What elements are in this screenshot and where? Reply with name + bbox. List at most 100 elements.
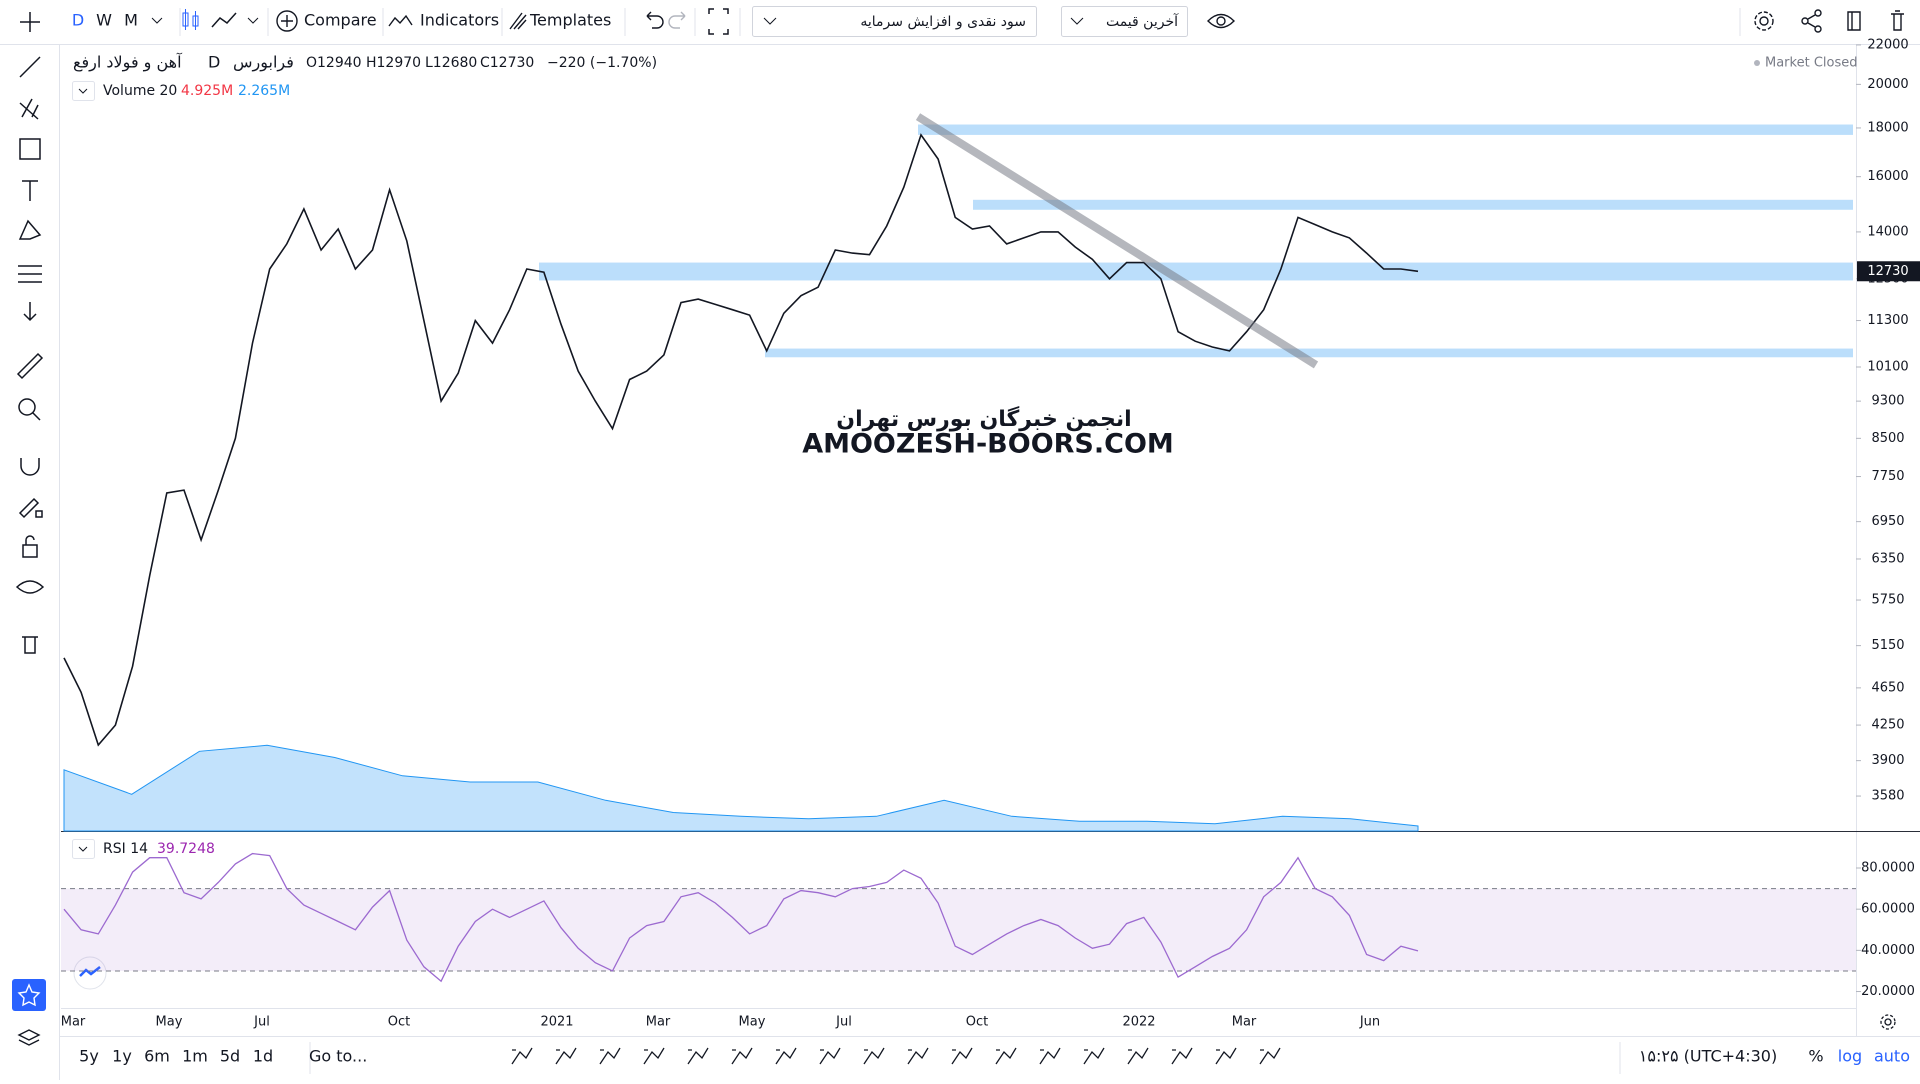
- range-button[interactable]: 5d: [220, 1047, 240, 1066]
- draw-tool[interactable]: [643, 1047, 665, 1065]
- indicators-button[interactable]: Indicators: [388, 11, 499, 30]
- line-style-button[interactable]: [211, 12, 237, 28]
- compare-button[interactable]: Compare: [276, 10, 377, 32]
- symbol-name[interactable]: آهن و فولاد ارفع: [73, 53, 183, 73]
- tool-button[interactable]: [18, 219, 42, 240]
- draw-tool[interactable]: [907, 1047, 929, 1065]
- axis-settings[interactable]: [1880, 1014, 1896, 1030]
- share-button[interactable]: [1801, 9, 1822, 33]
- y-tick-label: 14000: [1867, 224, 1908, 239]
- templates-label[interactable]: Templates: [529, 11, 611, 30]
- layers-button[interactable]: [17, 1029, 41, 1046]
- draw-tool[interactable]: [511, 1047, 533, 1065]
- tool-button[interactable]: [18, 497, 43, 519]
- tool-button[interactable]: [19, 138, 41, 160]
- time-label: Oct: [966, 1015, 988, 1030]
- rsi-value: 39.7248: [157, 841, 215, 857]
- tool-button[interactable]: [18, 398, 41, 421]
- indicators-label[interactable]: Indicators: [420, 11, 499, 30]
- redo-button[interactable]: [668, 11, 686, 29]
- tool-button[interactable]: [22, 636, 38, 654]
- tool-button[interactable]: [19, 98, 39, 120]
- time-label: Mar: [646, 1015, 671, 1030]
- rsi-line: [63, 852, 1419, 983]
- draw-tool[interactable]: [863, 1047, 885, 1065]
- y-tick-label: 11300: [1867, 313, 1908, 328]
- draw-tool[interactable]: [1215, 1047, 1237, 1065]
- time-label: Oct: [388, 1015, 410, 1030]
- interval-button[interactable]: W: [96, 11, 112, 30]
- rsi-title: RSI 14: [103, 841, 148, 857]
- draw-tool[interactable]: [775, 1047, 797, 1065]
- compare-label[interactable]: Compare: [304, 11, 377, 30]
- draw-tool[interactable]: [731, 1047, 753, 1065]
- dividend-dropdown[interactable]: [752, 6, 1037, 37]
- draw-tool[interactable]: [1039, 1047, 1061, 1065]
- last-price-box: [1857, 261, 1920, 282]
- draw-tool[interactable]: [1171, 1047, 1193, 1065]
- volume-ma-area: [63, 744, 1419, 832]
- draw-tool[interactable]: [599, 1047, 621, 1065]
- range-button[interactable]: 1d: [253, 1047, 273, 1066]
- tool-button[interactable]: [19, 56, 41, 78]
- chart-style-button[interactable]: [182, 9, 199, 30]
- favorites-button[interactable]: [12, 979, 46, 1011]
- templates-button[interactable]: Templates: [509, 11, 611, 30]
- percent-toggle[interactable]: %: [1808, 1047, 1823, 1066]
- interval-menu[interactable]: [151, 17, 163, 24]
- draw-tool[interactable]: [819, 1047, 841, 1065]
- goto-button[interactable]: Go to...: [309, 1047, 367, 1066]
- tool-button[interactable]: [22, 535, 38, 558]
- range-button[interactable]: 1y: [112, 1047, 132, 1066]
- draw-tool[interactable]: [1259, 1047, 1281, 1065]
- tool-button[interactable]: [15, 580, 45, 594]
- range-button[interactable]: 5y: [79, 1047, 99, 1066]
- interval-button[interactable]: D: [72, 11, 84, 30]
- range-button[interactable]: 1m: [182, 1047, 208, 1066]
- y-tick-label: 18000: [1867, 120, 1908, 135]
- draw-tool[interactable]: [687, 1047, 709, 1065]
- tool-button[interactable]: [20, 458, 40, 476]
- tool-button[interactable]: [22, 180, 38, 201]
- y-tick-label: 40.0000: [1861, 943, 1915, 958]
- interval-button[interactable]: M: [124, 11, 138, 30]
- price-dropdown[interactable]: [1061, 6, 1188, 37]
- collapse-button[interactable]: [72, 81, 95, 101]
- settings-button[interactable]: [1754, 11, 1774, 31]
- drawing-toolbar: [12, 12, 46, 1046]
- undo-button[interactable]: [646, 11, 664, 29]
- tool-button[interactable]: [23, 302, 37, 322]
- y-tick-label: 6350: [1871, 551, 1904, 566]
- draw-tool[interactable]: [555, 1047, 577, 1065]
- ohlc-change: −220 (−1.70%): [547, 55, 657, 71]
- trendline: [915, 113, 1319, 369]
- style-menu[interactable]: [247, 17, 259, 24]
- dropdown-arrow: [1070, 17, 1084, 25]
- draw-tool[interactable]: [951, 1047, 973, 1065]
- draw-tool[interactable]: [1083, 1047, 1105, 1065]
- time-label: Mar: [1232, 1015, 1257, 1030]
- zone: [765, 348, 1853, 358]
- tool-button[interactable]: [16, 352, 44, 380]
- logo-mark: [79, 966, 101, 977]
- favorites-icon: [17, 983, 41, 1007]
- delete-button[interactable]: [1891, 10, 1904, 31]
- log-toggle[interactable]: log: [1838, 1047, 1862, 1066]
- dropdown-label[interactable]: آخرین قیمت: [1106, 13, 1179, 30]
- auto-toggle[interactable]: auto: [1874, 1047, 1910, 1066]
- volume-ma-value: 2.265M: [238, 83, 290, 99]
- draw-tool[interactable]: [1127, 1047, 1149, 1065]
- ohlc-open: O12940: [306, 55, 362, 71]
- snapshot-button[interactable]: [1847, 11, 1861, 31]
- visibility-button[interactable]: [1207, 13, 1235, 29]
- dropdown-label[interactable]: سود نقدی و افزایش سرمایه: [860, 14, 1026, 30]
- tool-button[interactable]: [18, 265, 42, 283]
- fullscreen-button[interactable]: [708, 8, 729, 35]
- zone: [973, 199, 1853, 210]
- collapse-button[interactable]: [72, 839, 95, 859]
- tool-button[interactable]: [20, 12, 40, 32]
- draw-tool[interactable]: [995, 1047, 1017, 1065]
- range-button[interactable]: 6m: [144, 1047, 170, 1066]
- clock: ۱۵:۲۵ (UTC+4:30): [1639, 1047, 1777, 1066]
